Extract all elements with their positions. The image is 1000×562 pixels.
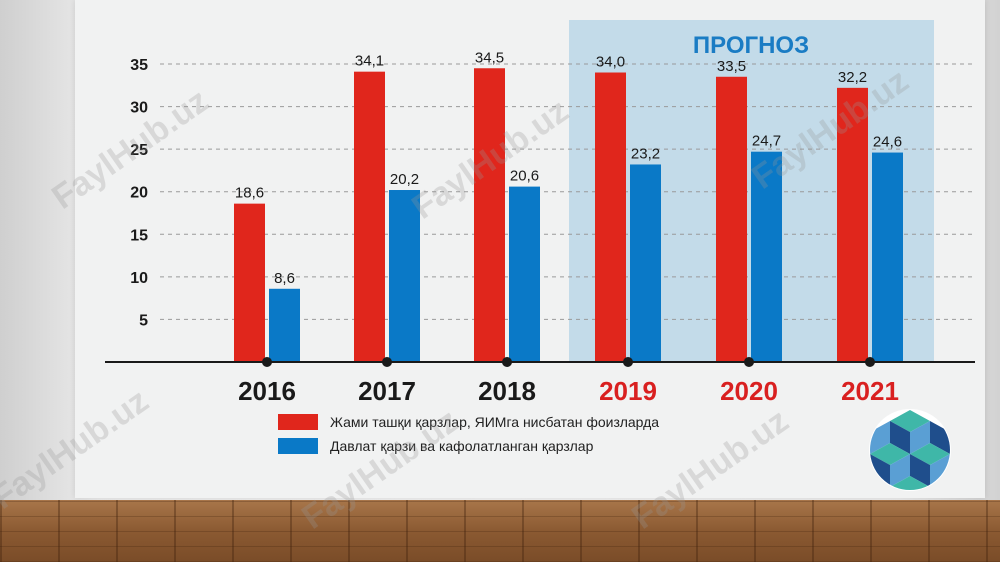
x-tick-label: 2017	[358, 376, 416, 406]
y-tick-label: 30	[130, 100, 148, 117]
x-axis: 2016 2017 2018 2019 2020 2021	[238, 357, 899, 406]
x-tick-label: 2016	[238, 376, 296, 406]
forecast-label: ПРОГНОЗ	[693, 32, 809, 59]
bar-state-debt-2017	[389, 190, 420, 362]
data-label: 20,6	[510, 168, 539, 185]
bar-state-debt-2021	[872, 152, 903, 362]
legend-label: Жами ташқи қарзлар, ЯИМга нисбатан фоизл…	[330, 414, 660, 430]
legend-item-total-debt: Жами ташқи қарзлар, ЯИМга нисбатан фоизл…	[278, 412, 659, 432]
data-label: 20,2	[390, 171, 419, 188]
cube-pattern-logo-icon	[869, 409, 951, 491]
legend-label: Давлат қарзи ва кафолатланган қарзлар	[330, 438, 594, 454]
x-tick-marker	[865, 357, 875, 367]
data-label: 23,2	[631, 145, 660, 162]
bar-chart: ПРОГНОЗ 5 10 15 20 25 30 35 18,6 34,1 34,5 34,0 33…	[105, 20, 975, 406]
data-label: 34,5	[475, 49, 504, 66]
y-tick-label: 35	[130, 57, 148, 74]
x-tick-marker	[262, 357, 272, 367]
bar-total-debt-2021	[837, 87, 868, 362]
x-tick-marker	[502, 357, 512, 367]
x-tick-marker	[623, 357, 633, 367]
y-axis: 5 10 15 20 25 30 35	[130, 57, 148, 329]
x-tick-label: 2019	[599, 376, 657, 406]
bars	[234, 68, 903, 363]
bar-total-debt-2016	[234, 203, 265, 362]
data-label: 24,7	[752, 133, 781, 150]
y-tick-label: 5	[139, 312, 148, 329]
y-tick-label: 15	[130, 227, 148, 244]
data-label: 24,6	[873, 134, 902, 151]
bar-state-debt-2018	[509, 186, 540, 362]
bar-total-debt-2019	[595, 72, 626, 362]
y-tick-label: 10	[130, 270, 148, 287]
x-tick-label: 2020	[720, 376, 778, 406]
bar-state-debt-2020	[751, 151, 782, 362]
bar-total-debt-2017	[354, 71, 385, 363]
x-tick-marker	[382, 357, 392, 367]
data-label: 8,6	[274, 270, 295, 287]
data-label: 32,2	[838, 69, 867, 86]
x-tick-label: 2021	[841, 376, 899, 406]
legend-item-state-debt: Давлат қарзи ва кафолатланган қарзлар	[278, 436, 593, 456]
data-label: 18,6	[235, 185, 264, 202]
data-labels: 18,6 34,1 34,5 34,0 33,5 32,2 8,6 20,2 20,6 23,2 2…	[235, 49, 902, 287]
x-tick-marker	[744, 357, 754, 367]
data-label: 33,5	[717, 58, 746, 75]
legend-swatch-blue	[278, 438, 318, 454]
y-tick-label: 20	[130, 185, 148, 202]
x-tick-label: 2018	[478, 376, 536, 406]
data-label: 34,1	[355, 53, 384, 70]
wooden-floor	[0, 500, 1000, 562]
bar-state-debt-2019	[630, 164, 661, 362]
bar-state-debt-2016	[269, 288, 300, 362]
bar-total-debt-2020	[716, 76, 747, 363]
data-label: 34,0	[596, 54, 625, 71]
y-tick-label: 25	[130, 142, 148, 159]
bar-total-debt-2018	[474, 68, 505, 362]
legend-swatch-red	[278, 414, 318, 430]
